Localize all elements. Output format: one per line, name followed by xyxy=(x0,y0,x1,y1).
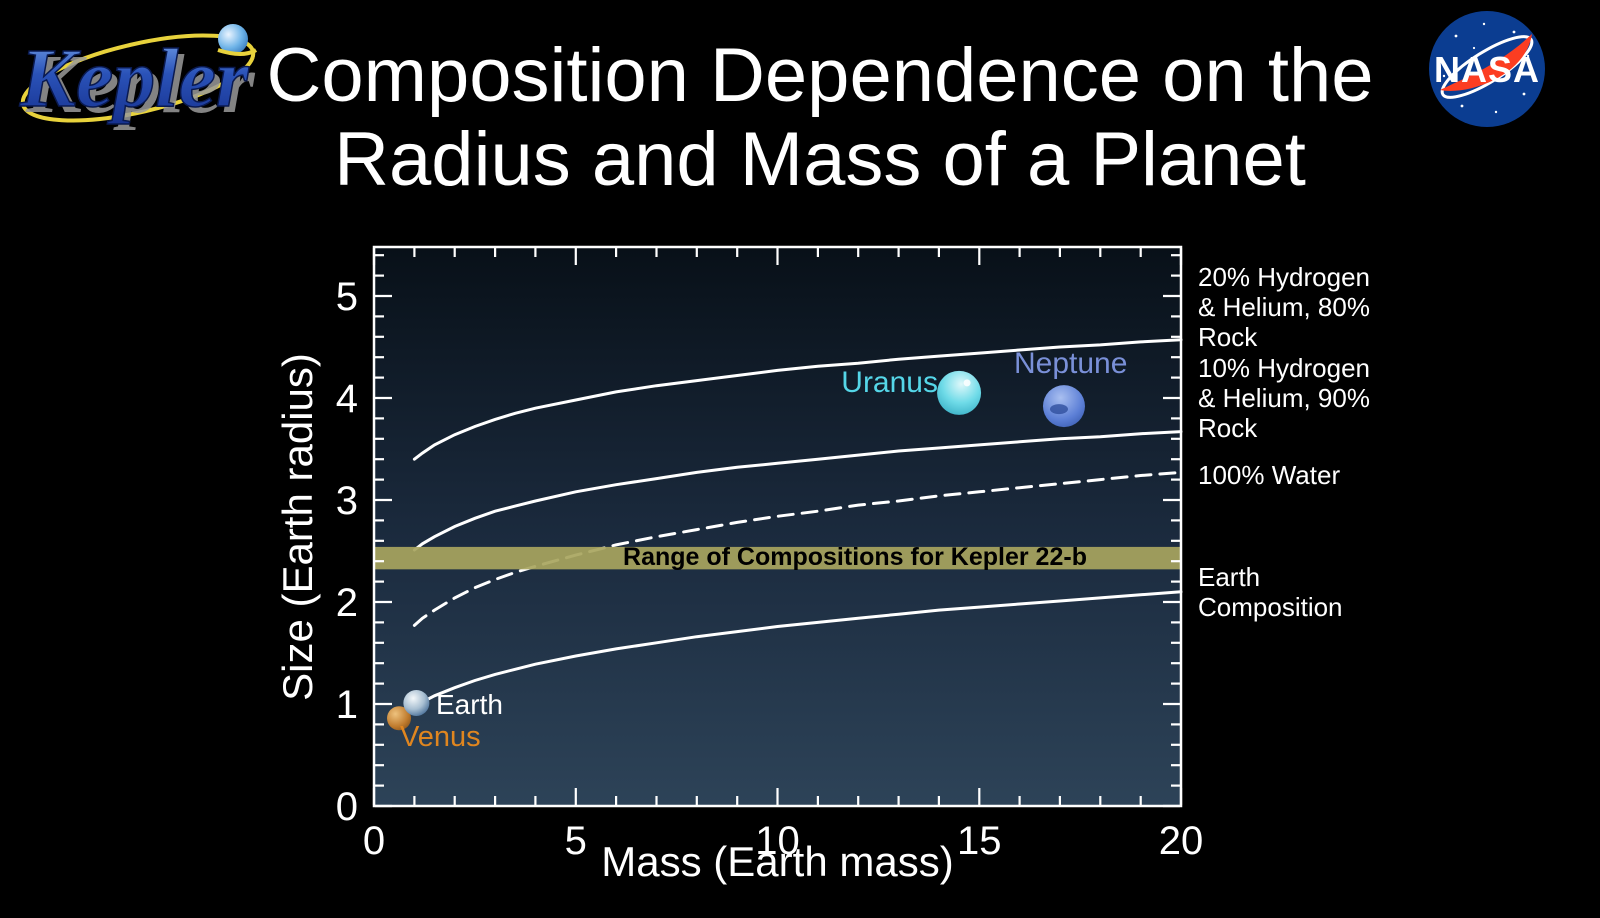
y-tick-label: 4 xyxy=(336,377,358,421)
annotation-100pct-water: 100% Water xyxy=(1198,460,1341,490)
y-tick-label: 5 xyxy=(336,275,358,319)
y-axis-title: Size (Earth radius) xyxy=(274,353,321,701)
kepler-planet-icon xyxy=(218,24,248,54)
nasa-swoosh-icon xyxy=(1440,34,1532,91)
nasa-logo-text: NASA xyxy=(1434,49,1540,90)
kepler22b-band-label: Range of Compositions for Kepler 22-b xyxy=(623,543,1087,571)
x-tick-label: 0 xyxy=(363,819,385,863)
kepler-logo-shadow: Kepler xyxy=(25,38,256,131)
y-tick-label: 0 xyxy=(336,785,358,829)
y-tick-label: 2 xyxy=(336,581,358,625)
nasa-orbit-icon xyxy=(1440,35,1534,99)
neptune-spot-icon xyxy=(1049,404,1068,415)
kepler-logo-text: Kepler xyxy=(19,32,250,125)
curve-hydrogen-helium-20pct xyxy=(412,338,1183,461)
y-tick-label: 1 xyxy=(336,683,358,727)
annotation-20pct-hydrogen: 20% Hydrogen & Helium, 80% Rock xyxy=(1198,262,1370,352)
curve-water-100pct xyxy=(412,470,1183,627)
planet-uranus-icon xyxy=(937,370,982,415)
planet-earth-icon xyxy=(403,689,430,716)
plot-background xyxy=(374,247,1181,806)
title-line-1: Composition Dependence on the xyxy=(266,33,1374,118)
kepler-logo: Kepler Kepler xyxy=(18,24,258,131)
curve-hydrogen-helium-10pct xyxy=(412,430,1183,552)
x-tick-label: 5 xyxy=(565,819,587,863)
y-tick-label: 3 xyxy=(336,479,358,523)
kepler-orbit-front-icon xyxy=(217,48,258,56)
uranus-label: Uranus xyxy=(841,366,938,399)
annotation-10pct-hydrogen: 10% Hydrogen & Helium, 90% Rock xyxy=(1198,353,1370,443)
neptune-label: Neptune xyxy=(1014,347,1128,380)
nasa-logo: NASA xyxy=(1429,11,1545,127)
curve-earth-composition xyxy=(416,590,1183,707)
planet-venus-icon xyxy=(387,706,412,731)
earth-label: Earth xyxy=(436,689,503,720)
page-title: Composition Dependence on the Radius and… xyxy=(260,34,1380,202)
venus-label: Venus xyxy=(400,721,481,753)
x-tick-label: 20 xyxy=(1159,819,1204,863)
x-tick-label: 15 xyxy=(957,819,1002,863)
title-line-2: Radius and Mass of a Planet xyxy=(334,117,1306,202)
x-tick-label: 10 xyxy=(755,819,800,863)
annotation-earth-composition: Earth Composition xyxy=(1198,562,1343,622)
x-axis-title: Mass (Earth mass) xyxy=(601,838,954,885)
plot-frame xyxy=(372,245,1183,808)
uranus-highlight-icon xyxy=(963,379,971,387)
kepler22b-band xyxy=(374,546,1181,570)
